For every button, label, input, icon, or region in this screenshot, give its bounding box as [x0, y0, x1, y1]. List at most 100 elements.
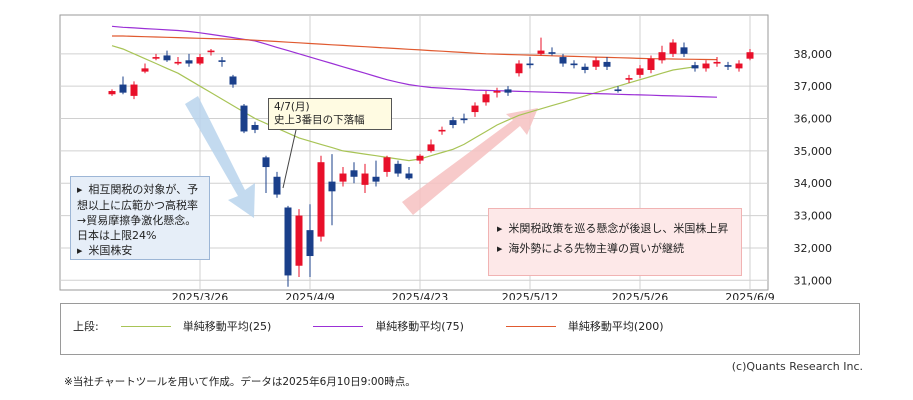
candle-body — [658, 52, 666, 61]
candle-body — [174, 61, 182, 64]
x-axis-labels: 2025/3/26 2025/4/9 2025/4/23 2025/5/12 2025/… — [172, 291, 775, 300]
candle-body — [559, 57, 567, 64]
candle-body — [229, 76, 237, 85]
candle-body — [746, 52, 754, 59]
candle-body — [339, 173, 347, 182]
y-tick-label: 33,000 — [794, 210, 833, 223]
ma75-line — [111, 25, 718, 98]
candle-body — [306, 230, 314, 257]
y-tick-label: 31,000 — [794, 274, 833, 287]
candle-body — [493, 91, 501, 93]
up-trend-arrow — [402, 108, 538, 215]
candle-body — [592, 60, 600, 67]
candle-body — [218, 60, 226, 62]
trend-arrows — [185, 96, 538, 218]
candle-body — [262, 157, 270, 168]
candle-body — [207, 50, 215, 53]
candle-body — [537, 50, 545, 54]
legend-swatch-ma200 — [505, 325, 556, 327]
x-tick-label: 2025/6/9 — [725, 291, 774, 300]
y-tick-label: 34,000 — [794, 177, 833, 190]
annotation-right-line-1: 米関税政策を巡る懸念が後退し、米国株上昇 — [497, 221, 733, 237]
candle-body — [394, 163, 402, 174]
annotation-right-line-2: 海外勢による先物主導の買いが継続 — [497, 241, 733, 257]
annotation-left-line-2: 米国株安 — [77, 243, 203, 259]
candle-body — [614, 89, 622, 92]
date-callout-line — [282, 129, 297, 189]
candle-body — [482, 94, 490, 103]
candle-body — [581, 66, 589, 70]
candle-body — [647, 58, 655, 70]
candle-body — [350, 170, 358, 177]
candle-body — [603, 61, 611, 67]
candle-body — [702, 63, 710, 69]
candle-body — [526, 63, 534, 66]
x-tick-label: 2025/5/26 — [612, 291, 668, 300]
down-trend-arrow — [185, 96, 255, 218]
legend-row: 上段: 単純移動平均(25) 単純移動平均(75) 単純移動平均(200) — [73, 318, 706, 334]
ma200-line — [112, 35, 718, 61]
legend-item-ma200: 単純移動平均(200) — [505, 318, 664, 334]
candle-body — [724, 65, 732, 67]
x-tick-label: 2025/4/23 — [392, 291, 448, 300]
annotation-left-line-1: 相互関税の対象が、予想以上に広範かつ高税率→貿易摩擦争激化懸念。日本は上限24% — [77, 182, 203, 243]
legend-label-ma75: 単純移動平均(75) — [375, 320, 464, 333]
y-tick-label: 32,000 — [794, 242, 833, 255]
y-tick-label: 38,000 — [794, 48, 833, 61]
candle-body — [416, 155, 424, 161]
y-tick-label: 36,000 — [794, 113, 833, 126]
candle-body — [691, 65, 699, 69]
candle-body — [295, 215, 303, 266]
legend-prefix: 上段: — [73, 320, 99, 333]
y-tick-label: 35,000 — [794, 145, 833, 158]
moving-average-lines — [111, 25, 718, 162]
candle-body — [636, 68, 644, 75]
candle-body — [471, 105, 479, 113]
candles — [108, 37, 754, 287]
legend-item-ma25: 単純移動平均(25) — [120, 318, 272, 334]
candle-body — [427, 144, 435, 151]
candle-body — [130, 84, 138, 96]
candle-body — [328, 181, 336, 192]
ma25-line — [111, 45, 696, 162]
candle-body — [669, 42, 677, 54]
candle-body — [361, 173, 369, 185]
legend-label-ma25: 単純移動平均(25) — [182, 320, 272, 333]
legend: 上段: 単純移動平均(25) 単純移動平均(75) 単純移動平均(200) — [60, 303, 860, 355]
legend-item-ma75: 単純移動平均(75) — [313, 318, 464, 334]
candle-body — [196, 57, 204, 64]
candle-body — [240, 105, 248, 132]
candle-body — [152, 57, 160, 59]
x-tick-label: 2025/5/12 — [502, 291, 558, 300]
candle-body — [680, 47, 688, 54]
x-tick-label: 2025/3/26 — [172, 291, 228, 300]
annotation-date-box: 4/7(月) 史上3番目の下落幅 — [268, 98, 392, 130]
candle-body — [460, 118, 468, 121]
candle-body — [383, 157, 391, 172]
candle-body — [273, 176, 281, 195]
candle-body — [163, 55, 171, 61]
candle-body — [405, 173, 413, 179]
y-axis-labels: 38,000 37,000 36,000 35,000 34,000 33,000 32,0… — [794, 48, 833, 287]
annotation-tariff-concern: 相互関税の対象が、予想以上に広範かつ高税率→貿易摩擦争激化懸念。日本は上限24%… — [70, 176, 210, 260]
candle-body — [317, 162, 325, 237]
x-tick-label: 2025/4/9 — [285, 291, 334, 300]
candle-body — [548, 52, 556, 54]
annotation-recovery: 米関税政策を巡る懸念が後退し、米国株上昇 海外勢による先物主導の買いが継続 — [488, 208, 742, 276]
candle-body — [438, 129, 446, 132]
candle-body — [449, 120, 457, 125]
candle-body — [504, 89, 512, 93]
candle-body — [570, 63, 578, 66]
candle-body — [515, 63, 523, 74]
candle-body — [372, 176, 380, 182]
candle-body — [735, 63, 743, 69]
candle-body — [119, 84, 127, 93]
candle-body — [141, 68, 149, 72]
legend-label-ma200: 単純移動平均(200) — [567, 320, 664, 333]
annotation-date-text: 史上3番目の下落幅 — [274, 114, 365, 126]
candle-body — [625, 78, 633, 80]
legend-swatch-ma25 — [120, 325, 171, 327]
legend-swatch-ma75 — [313, 325, 364, 327]
candle-body — [108, 91, 116, 95]
source-note: ※当社チャートツールを用いて作成。データは2025年6月10日9:00時点。 — [64, 376, 416, 388]
